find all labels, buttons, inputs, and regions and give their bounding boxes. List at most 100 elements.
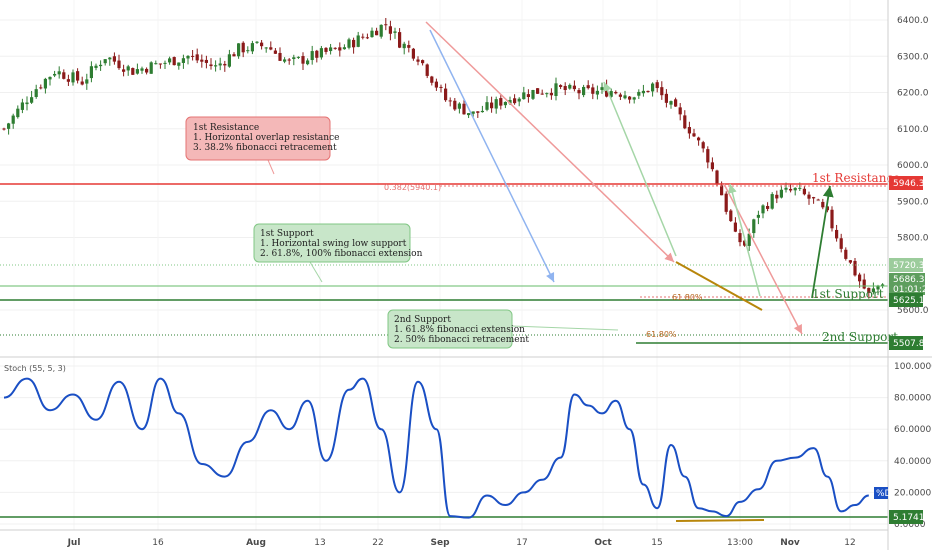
candle-body [448,100,452,102]
candle-body [34,89,38,97]
candle-body [540,93,544,95]
time-tick-label: Oct [594,538,612,548]
time-tick-label: 22 [372,538,383,548]
stoch-grid [0,365,888,525]
candle-body [793,187,797,191]
time-tick-label: 13 [314,538,325,548]
candle-body [862,279,866,289]
time-tick-label: Aug [246,538,266,548]
candle-body [595,90,599,95]
candle-body [241,42,245,53]
stoch-brown-line [675,519,765,522]
candle-body [549,92,553,96]
stoch-tick-label: 20.0000 [894,488,931,498]
candle-body [848,260,852,263]
candle-body [181,58,185,63]
candle-body [517,98,521,102]
candle-body [623,95,627,99]
candle-body [416,59,420,62]
price-tick-label: 6400.0 [897,16,929,26]
tag-level-5720: 5720.3 [889,258,925,272]
candle-body [494,99,498,109]
tag-stoch-level: 5.1741 [889,510,925,524]
candle-body [522,92,526,100]
candle-body [651,83,655,92]
candle-body [48,76,52,80]
candle-body [503,101,507,106]
svg-text:3. 38.2% fibonacci retracement: 3. 38.2% fibonacci retracement [193,143,337,153]
candle-body [296,56,300,58]
candle-body [641,90,645,94]
candle-body [839,238,843,249]
svg-text:1. 61.8% fibonacci extension: 1. 61.8% fibonacci extension [394,325,525,335]
candle-body [85,79,89,84]
candle-body [701,142,705,149]
drawing-arrow-dark-green [811,185,834,299]
candle-body [407,45,411,48]
candles [2,17,885,299]
candle-body [319,48,323,58]
candle-body [766,205,770,209]
candle-body [186,55,190,59]
price-tick-label: 5900.0 [897,197,929,207]
candle-body [39,87,43,89]
price-axis: 6400.0 6300.0 6200.0 6100.0 6000.0 5900.0 5800… [897,16,929,316]
candle-body [462,103,466,115]
candle-body [678,107,682,115]
candle-body [25,102,29,105]
candle-body [269,47,273,50]
candle-body [490,102,494,109]
candle-body [246,50,250,52]
svg-text:5507.8: 5507.8 [893,339,925,349]
candle-body [513,98,517,104]
candle-body [526,94,530,98]
candle-body [315,50,319,58]
svg-text:2. 50% fibonacci retracement: 2. 50% fibonacci retracement [394,335,529,345]
price-tick-label: 6300.0 [897,52,929,62]
candle-body [733,222,737,232]
candle-body [158,63,162,65]
candle-body [881,284,885,287]
svg-text:2. 61.8%, 100% fibonacci exten: 2. 61.8%, 100% fibonacci extension [260,249,423,259]
candle-body [379,24,383,37]
candle-body [329,47,333,52]
candle-body [163,62,167,64]
candle-body [789,188,793,191]
candle-body [324,47,328,52]
candle-body [710,162,714,170]
time-tick-label: Sep [430,538,450,548]
drawing-pointer-s1 [309,261,323,283]
candle-body [375,30,379,36]
candle-body [99,64,103,67]
candle-body [444,88,448,101]
stoch-tick-label: 80.0000 [894,394,931,404]
candle-body [563,86,567,91]
fib-618-label-2: 61.80% [646,330,677,339]
candle-body [692,133,696,137]
note-resistance: 1st Resistance 1. Horizontal overlap res… [185,116,339,161]
candle-body [53,73,57,76]
candle-body [227,54,231,67]
candle-body [306,60,310,65]
time-tick-label: 13:00 [727,538,753,548]
candle-body [411,48,415,59]
svg-text:2nd Support: 2nd Support [394,315,451,325]
candle-body [858,274,862,282]
candle-body [287,59,291,61]
candle-body [467,113,471,116]
candle-body [609,91,613,97]
candle-body [278,52,282,61]
candle-body [646,90,650,92]
candle-body [11,115,15,124]
drawing-arrow-red-1 [425,21,675,263]
candle-body [706,149,710,163]
svg-text:01:01:23: 01:01:23 [893,285,932,295]
candle-body [434,81,438,88]
candle-body [715,170,719,185]
candle-body [260,42,264,47]
candle-body [545,93,549,95]
candle-body [743,240,747,246]
candle-body [756,214,760,218]
candle-body [697,137,701,141]
candle-body [876,285,880,290]
